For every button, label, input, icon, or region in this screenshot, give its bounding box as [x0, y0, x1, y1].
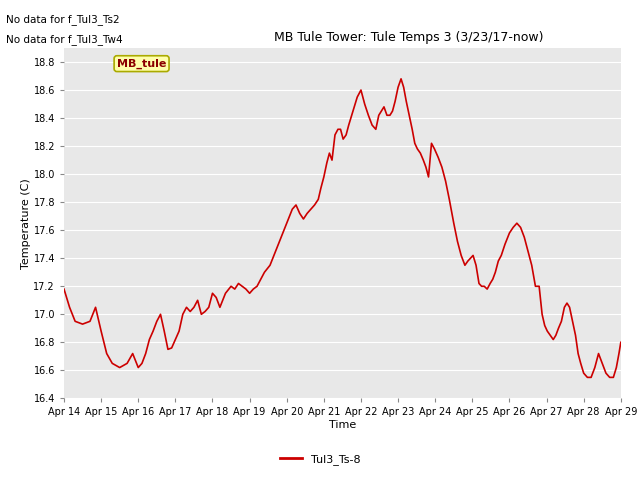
X-axis label: Time: Time [329, 420, 356, 430]
Text: MB_tule: MB_tule [117, 59, 166, 69]
Text: No data for f_Tul3_Ts2: No data for f_Tul3_Ts2 [6, 14, 120, 25]
Legend: Tul3_Ts-8: Tul3_Ts-8 [275, 450, 365, 469]
Title: MB Tule Tower: Tule Temps 3 (3/23/17-now): MB Tule Tower: Tule Temps 3 (3/23/17-now… [275, 31, 544, 44]
Text: No data for f_Tul3_Tw4: No data for f_Tul3_Tw4 [6, 34, 123, 45]
Y-axis label: Temperature (C): Temperature (C) [20, 178, 31, 269]
